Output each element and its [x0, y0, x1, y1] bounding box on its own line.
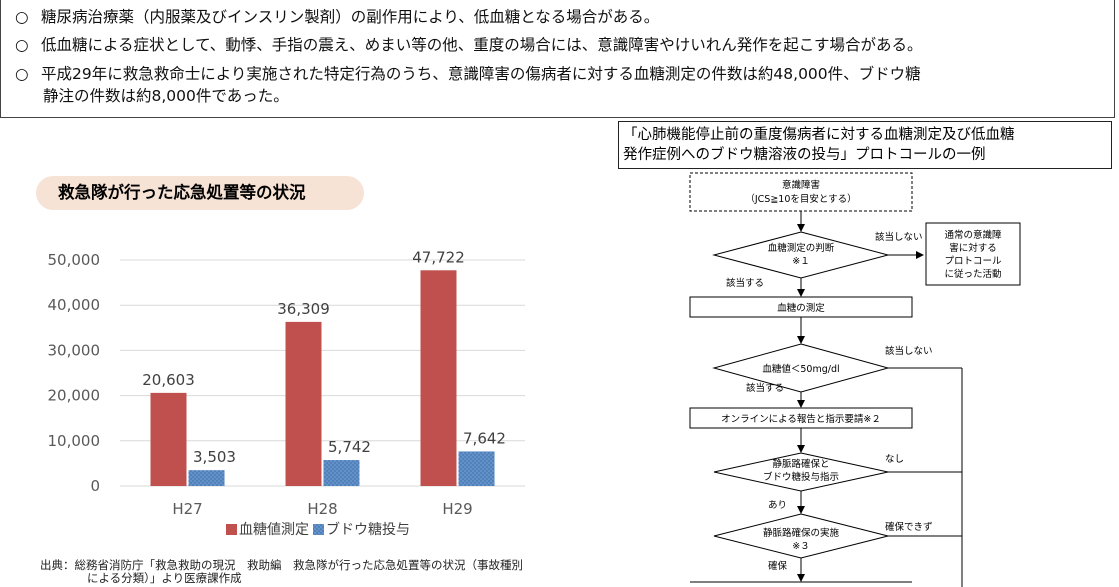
flow-yes-label-1: 該当する — [726, 277, 764, 289]
flow-yes-label-2: 該当する — [746, 382, 784, 394]
flow-no-label-2: 該当しない — [885, 345, 933, 357]
flow-no-label-4: 確保できず — [885, 521, 933, 533]
bullet-text: 低血糖による症状として、動悸、手指の震え、めまい等の他、重度の場合には、意識障害… — [41, 36, 923, 54]
circle-mark: ○ — [15, 65, 29, 83]
flow-yes-label-4: 確保 — [768, 560, 788, 572]
legend-swatch — [313, 524, 324, 535]
flow-start-box — [689, 172, 913, 212]
bar-blood-glucose — [150, 392, 187, 486]
source-line-1: 出典：総務省消防庁「救急救助の現況 救助編 救急隊が行った応急処置等の状況（事故… — [40, 558, 523, 572]
circle-mark: ○ — [15, 8, 29, 26]
protocol-title: 「心肺機能停止前の重度傷病者に対する血糖測定及び低血糖 発作症例へのブドウ糖溶液… — [618, 121, 1112, 169]
data-label: 47,722 — [412, 248, 465, 266]
flow-measure-label: 血糖の測定 — [777, 302, 825, 314]
x-tick-label: H28 — [307, 500, 337, 518]
y-tick-label: 40,000 — [48, 296, 101, 314]
flow-side-label: 通常の意識障 — [944, 229, 1002, 241]
summary-box: ○ 糖尿病治療薬（内服薬及びインスリン製剤）の副作用により、低血糖となる場合がある… — [0, 0, 1115, 118]
protocol-flowchart: 意識障害 （JCS≧10を目安とする） 血糖測定の判断 ※１ 該当しない 通常の… — [689, 172, 1021, 587]
flow-decision-4-label: 静脈路確保の実施 — [763, 527, 840, 539]
x-tick-label: H29 — [442, 500, 472, 518]
data-label: 5,742 — [328, 438, 371, 456]
flow-decision-3-label: 静脈路確保と — [772, 458, 829, 470]
flow-decision-3-label: ブドウ糖投与指示 — [763, 471, 839, 483]
flow-yes-label-3: あり — [768, 500, 787, 511]
bar-chart: 0 10,000 20,000 30,000 40,000 50,000 20,603 3,5… — [48, 248, 525, 538]
data-label: 7,642 — [463, 429, 506, 447]
legend-label: 血糖値測定 — [239, 522, 309, 538]
data-label: 3,503 — [193, 448, 236, 466]
flow-no-label-3: なし — [885, 454, 904, 465]
y-tick-label: 0 — [90, 477, 100, 495]
y-tick-label: 50,000 — [48, 251, 101, 269]
flow-decision-1-label: 血糖測定の判断 — [768, 242, 835, 254]
source-line-2: による分類）」より医療課作成 — [87, 571, 242, 585]
bar-glucose-admin — [458, 451, 495, 486]
legend-label: ブドウ糖投与 — [326, 521, 410, 538]
data-label: 20,603 — [142, 371, 195, 389]
bullet-2: ○ 低血糖による症状として、動悸、手指の震え、めまい等の他、重度の場合には、意識障… — [15, 34, 923, 56]
bullet-3-continuation: 静注の件数は約8,000件であった。 — [43, 87, 289, 105]
flow-no-label-1: 該当しない — [875, 231, 923, 243]
bullet-3: ○ 平成29年に救急救命士により実施された特定行為のうち、意識障害の傷病者に対する… — [15, 63, 921, 85]
data-label: 36,309 — [277, 300, 330, 318]
flow-decision-1 — [712, 231, 890, 279]
flow-start-label-1: 意識障害 — [782, 179, 820, 191]
protocol-title-line-1: 「心肺機能停止前の重度傷病者に対する血糖測定及び低血糖 — [623, 127, 1015, 143]
bar-blood-glucose — [420, 270, 457, 486]
flow-online-label: オンラインによる報告と指示要請※２ — [721, 413, 881, 425]
flow-start-label-2: （JCS≧10を目安とする） — [745, 193, 856, 205]
bar-glucose-admin — [188, 470, 225, 486]
protocol-title-line-2: 発作症例へのブドウ糖溶液の投与」プロトコールの一例 — [623, 147, 986, 163]
bar-glucose-admin — [323, 460, 360, 486]
circle-mark: ○ — [15, 36, 29, 54]
y-tick-label: 30,000 — [48, 341, 101, 359]
flow-side-box — [925, 222, 1021, 286]
bar-blood-glucose — [285, 321, 322, 486]
flow-side-label: に従った活動 — [944, 268, 1001, 280]
flow-side-label: 害に対する — [949, 242, 997, 254]
bullet-text: 平成29年に救急救命士により実施された特定行為のうち、意識障害の傷病者に対する血… — [41, 65, 921, 83]
flow-side-label: プロトコール — [944, 256, 1002, 267]
flow-decision-2-label: 血糖値＜50mg/dl — [762, 363, 839, 375]
bullet-1: ○ 糖尿病治療薬（内服薬及びインスリン製剤）の副作用により、低血糖となる場合がある… — [15, 6, 659, 28]
y-tick-label: 10,000 — [48, 432, 101, 450]
y-tick-label: 20,000 — [48, 387, 101, 405]
flow-decision-4-note: ※３ — [792, 541, 809, 552]
x-tick-label: H27 — [172, 500, 202, 518]
source-note: 出典：総務省消防庁「救急救助の現況 救助編 救急隊が行った応急処置等の状況（事故… — [40, 559, 523, 585]
flow-decision-1-note: ※１ — [792, 256, 809, 267]
legend-swatch — [226, 524, 237, 535]
bullet-text: 糖尿病治療薬（内服薬及びインスリン製剤）の副作用により、低血糖となる場合がある。 — [41, 8, 660, 26]
chart-title: 救急隊が行った応急処置等の状況 — [36, 176, 364, 210]
